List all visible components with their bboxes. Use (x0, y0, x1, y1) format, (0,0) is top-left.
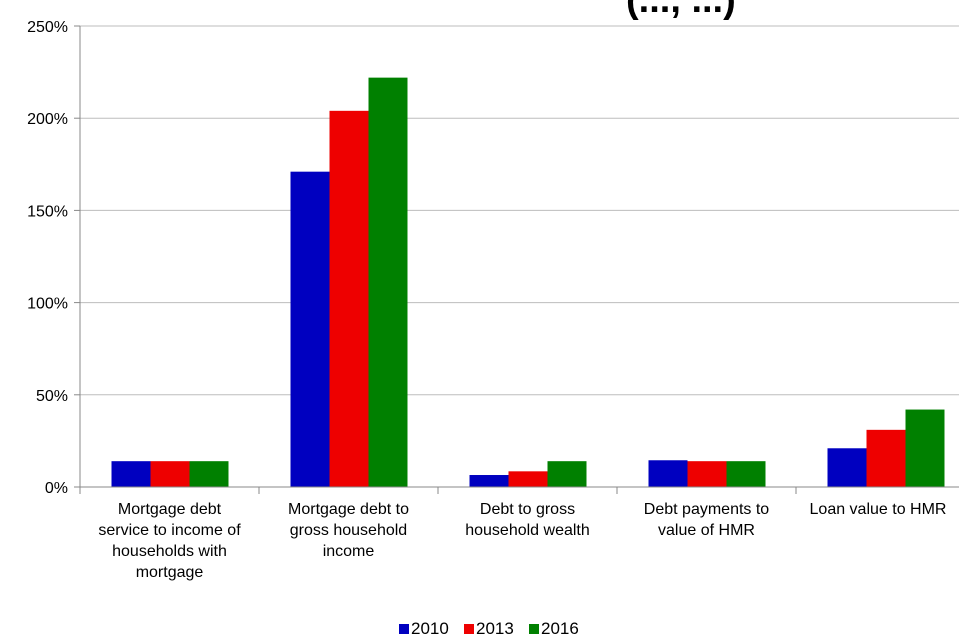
bar-2016-2 (547, 461, 587, 487)
x-category-label: Mortgage debt (118, 501, 222, 518)
y-tick-label: 100% (27, 296, 68, 313)
legend-swatch-2010 (399, 624, 409, 634)
x-category-label: Debt to gross (480, 501, 575, 518)
legend-label-2010: 2010 (411, 619, 449, 637)
bar-2010-0 (111, 461, 151, 487)
legend-label-2013: 2013 (476, 619, 514, 637)
legend-swatch-2016 (529, 624, 539, 634)
bar-2016-4 (905, 409, 945, 487)
bar-2013-2 (508, 471, 548, 487)
bar-2013-1 (329, 110, 369, 487)
bar-2016-1 (368, 77, 408, 487)
x-category-label: mortgage (136, 564, 204, 581)
bar-2016-0 (189, 461, 229, 487)
bar-2010-2 (469, 475, 509, 487)
x-category-label: Mortgage debt to (288, 501, 409, 518)
y-tick-label: 0% (45, 480, 68, 497)
gridlines (80, 25, 959, 396)
x-category-label: income (323, 543, 375, 560)
y-tick-label: 250% (27, 19, 68, 36)
bar-2010-3 (648, 460, 688, 487)
legend: 2010 2013 2016 (399, 619, 579, 637)
bar-2013-3 (687, 461, 727, 487)
x-category-label: Loan value to HMR (810, 501, 947, 518)
x-category-label: gross household (290, 522, 407, 539)
x-axis: Mortgage debt service to income of househo… (79, 486, 959, 581)
chart-title-fragment: (..., ...) (626, 0, 736, 21)
bars (111, 77, 945, 487)
bar-2010-1 (290, 171, 330, 487)
x-category-label: households with (112, 543, 227, 560)
legend-label-2016: 2016 (541, 619, 579, 637)
y-tick-label: 50% (36, 388, 68, 405)
y-tick-label: 200% (27, 111, 68, 128)
y-axis: 0% 50% 100% 150% 200% 250% (27, 19, 81, 497)
x-category-label: value of HMR (658, 522, 755, 539)
x-category-label: service to income of (98, 522, 241, 539)
y-tick-label: 150% (27, 203, 68, 220)
legend-swatch-2013 (464, 624, 474, 634)
bar-2013-0 (150, 461, 190, 487)
bar-2013-4 (866, 429, 906, 487)
x-category-label: Debt payments to (644, 501, 770, 518)
x-category-label: household wealth (465, 522, 590, 539)
bar-2016-3 (726, 461, 766, 487)
bar-2010-4 (827, 448, 867, 487)
